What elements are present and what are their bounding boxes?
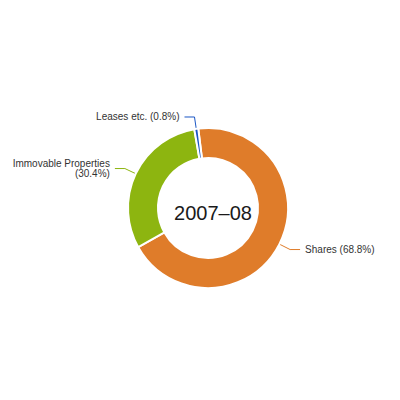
svg-text:Shares (68.8%): Shares (68.8%) (305, 244, 374, 255)
svg-text:Leases etc. (0.8%): Leases etc. (0.8%) (96, 111, 179, 122)
svg-text:(30.4%): (30.4%) (75, 168, 110, 179)
svg-text:Immovable Properties: Immovable Properties (12, 158, 110, 169)
svg-text:2007–08: 2007–08 (174, 202, 252, 224)
